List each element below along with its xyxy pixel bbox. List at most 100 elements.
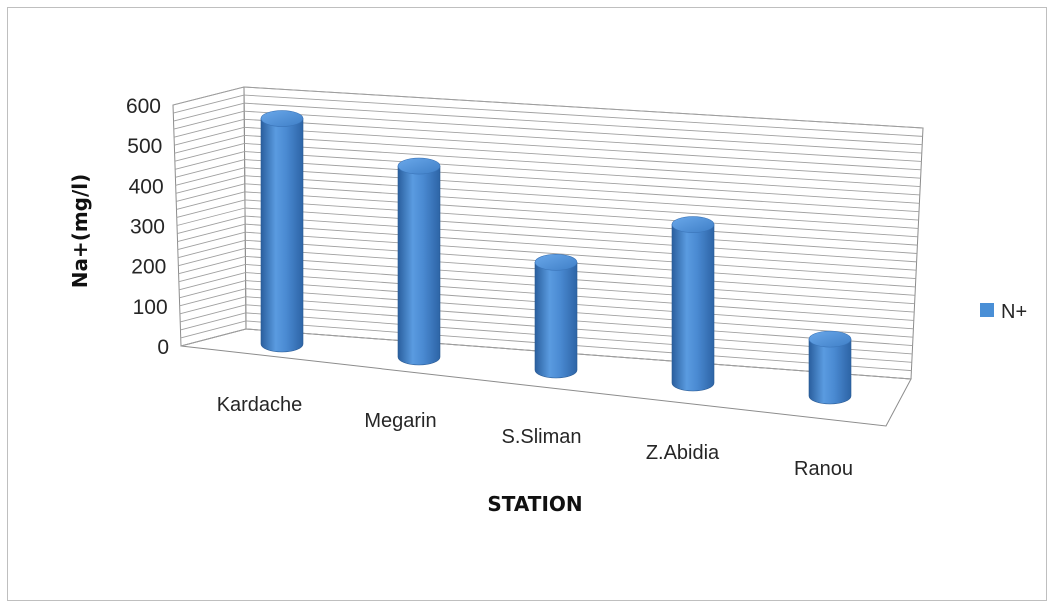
gridline-back	[245, 215, 917, 263]
gridline-back	[244, 167, 920, 213]
gridline-back	[244, 183, 919, 229]
gridline-back	[245, 247, 916, 296]
gridline-side	[180, 328, 247, 347]
bar	[397, 157, 441, 366]
y-tick-label: 0	[157, 336, 169, 359]
bar	[260, 110, 304, 353]
gridline-back	[244, 143, 921, 188]
gridline-side	[178, 255, 246, 275]
gridline-side	[173, 94, 245, 114]
gridlines	[172, 86, 924, 380]
gridline-back	[245, 296, 913, 346]
gridline-side	[180, 312, 246, 331]
gridline-back	[244, 94, 923, 137]
gridline-side	[178, 247, 246, 267]
gridline-side	[180, 304, 246, 323]
gridline-side	[175, 167, 245, 186]
gridline-side	[176, 183, 245, 202]
gridline-side	[178, 264, 246, 283]
gridline-side	[177, 215, 246, 234]
gridline-back	[245, 320, 912, 372]
y-axis-title: Na+(mg/l)	[68, 174, 92, 289]
gridline-back	[245, 239, 916, 288]
legend: N+	[980, 301, 1027, 323]
gridline-side	[176, 199, 246, 218]
gridline-back	[244, 199, 918, 246]
gridline-side	[177, 239, 246, 259]
y-tick-label: 100	[133, 296, 168, 319]
bar-chart: 0 100 200 300 400 500 600 Kardache Megarin S.Sli…	[68, 86, 1027, 516]
gridline-side	[177, 223, 246, 243]
legend-swatch	[980, 303, 994, 317]
legend-label: N+	[1001, 301, 1027, 323]
gridline-back	[244, 175, 919, 221]
bar-body	[260, 118, 304, 353]
bar	[534, 254, 578, 379]
gridline-side	[179, 280, 246, 299]
gridline-side	[174, 143, 245, 162]
gridline-back	[244, 207, 918, 254]
y-tick-label: 400	[129, 175, 164, 198]
gridline-back	[245, 304, 913, 355]
gridline-side	[180, 320, 247, 339]
y-axis-ticks: 0 100 200 300 400 500 600	[126, 95, 169, 359]
gridline-side	[179, 272, 246, 291]
x-axis-title: STATION	[487, 492, 582, 516]
gridline-side	[176, 207, 246, 226]
bar-top	[397, 157, 441, 175]
gridline-side	[175, 159, 245, 178]
gridline-back	[244, 126, 922, 171]
gridline-back	[244, 118, 922, 162]
gridline-side	[173, 102, 245, 122]
gridline-side	[173, 110, 245, 130]
gridline-back	[244, 102, 923, 146]
gridline-back	[245, 288, 914, 338]
gridline-back	[245, 312, 912, 363]
y-tick-label: 300	[130, 216, 165, 239]
x-category-label: S.Sliman	[501, 426, 581, 448]
gridline-back	[245, 280, 914, 330]
gridline-back	[245, 255, 915, 305]
gridline-side	[174, 126, 245, 146]
y-tick-label: 600	[126, 95, 161, 118]
chart-frame: 0 100 200 300 400 500 600 Kardache Megarin S.Sli…	[7, 7, 1047, 601]
y-tick-label: 500	[127, 135, 162, 158]
gridline-back	[244, 110, 922, 154]
y-tick-label: 200	[131, 256, 166, 279]
gridline-side	[179, 296, 246, 315]
bar-body	[534, 262, 578, 379]
bars	[260, 110, 852, 405]
bar-body	[671, 224, 715, 392]
gridline-back	[245, 223, 917, 271]
gridline-side	[175, 175, 245, 194]
gridline-side	[172, 86, 245, 106]
gridline-side	[177, 231, 246, 251]
gridline-back	[244, 151, 920, 196]
gridline-side	[179, 288, 246, 307]
gridline-side	[173, 118, 245, 138]
gridline-back	[243, 86, 924, 129]
gridline-side	[174, 134, 245, 154]
bar-body	[808, 338, 852, 405]
x-category-label: Z.Abidia	[646, 442, 720, 464]
x-category-label: Megarin	[364, 410, 436, 432]
gridline-back	[244, 134, 921, 179]
bar	[808, 330, 852, 405]
gridline-back	[245, 272, 914, 321]
bar-top	[260, 110, 304, 127]
bar-top	[534, 254, 578, 271]
x-category-label: Ranou	[794, 458, 853, 480]
x-category-label: Kardache	[217, 394, 303, 416]
gridline-back	[244, 191, 918, 238]
gridline-back	[244, 159, 920, 204]
bar-top	[808, 330, 852, 348]
bar-body	[397, 165, 441, 366]
x-axis-categories: Kardache Megarin S.Sliman Z.Abidia Ranou	[217, 394, 853, 480]
gridline-back	[245, 264, 915, 313]
gridline-side	[176, 191, 245, 210]
gridline-side	[175, 151, 245, 170]
gridline-back	[245, 231, 916, 280]
bar	[671, 216, 715, 392]
gridline-back	[245, 328, 912, 380]
bar-top	[671, 216, 715, 233]
